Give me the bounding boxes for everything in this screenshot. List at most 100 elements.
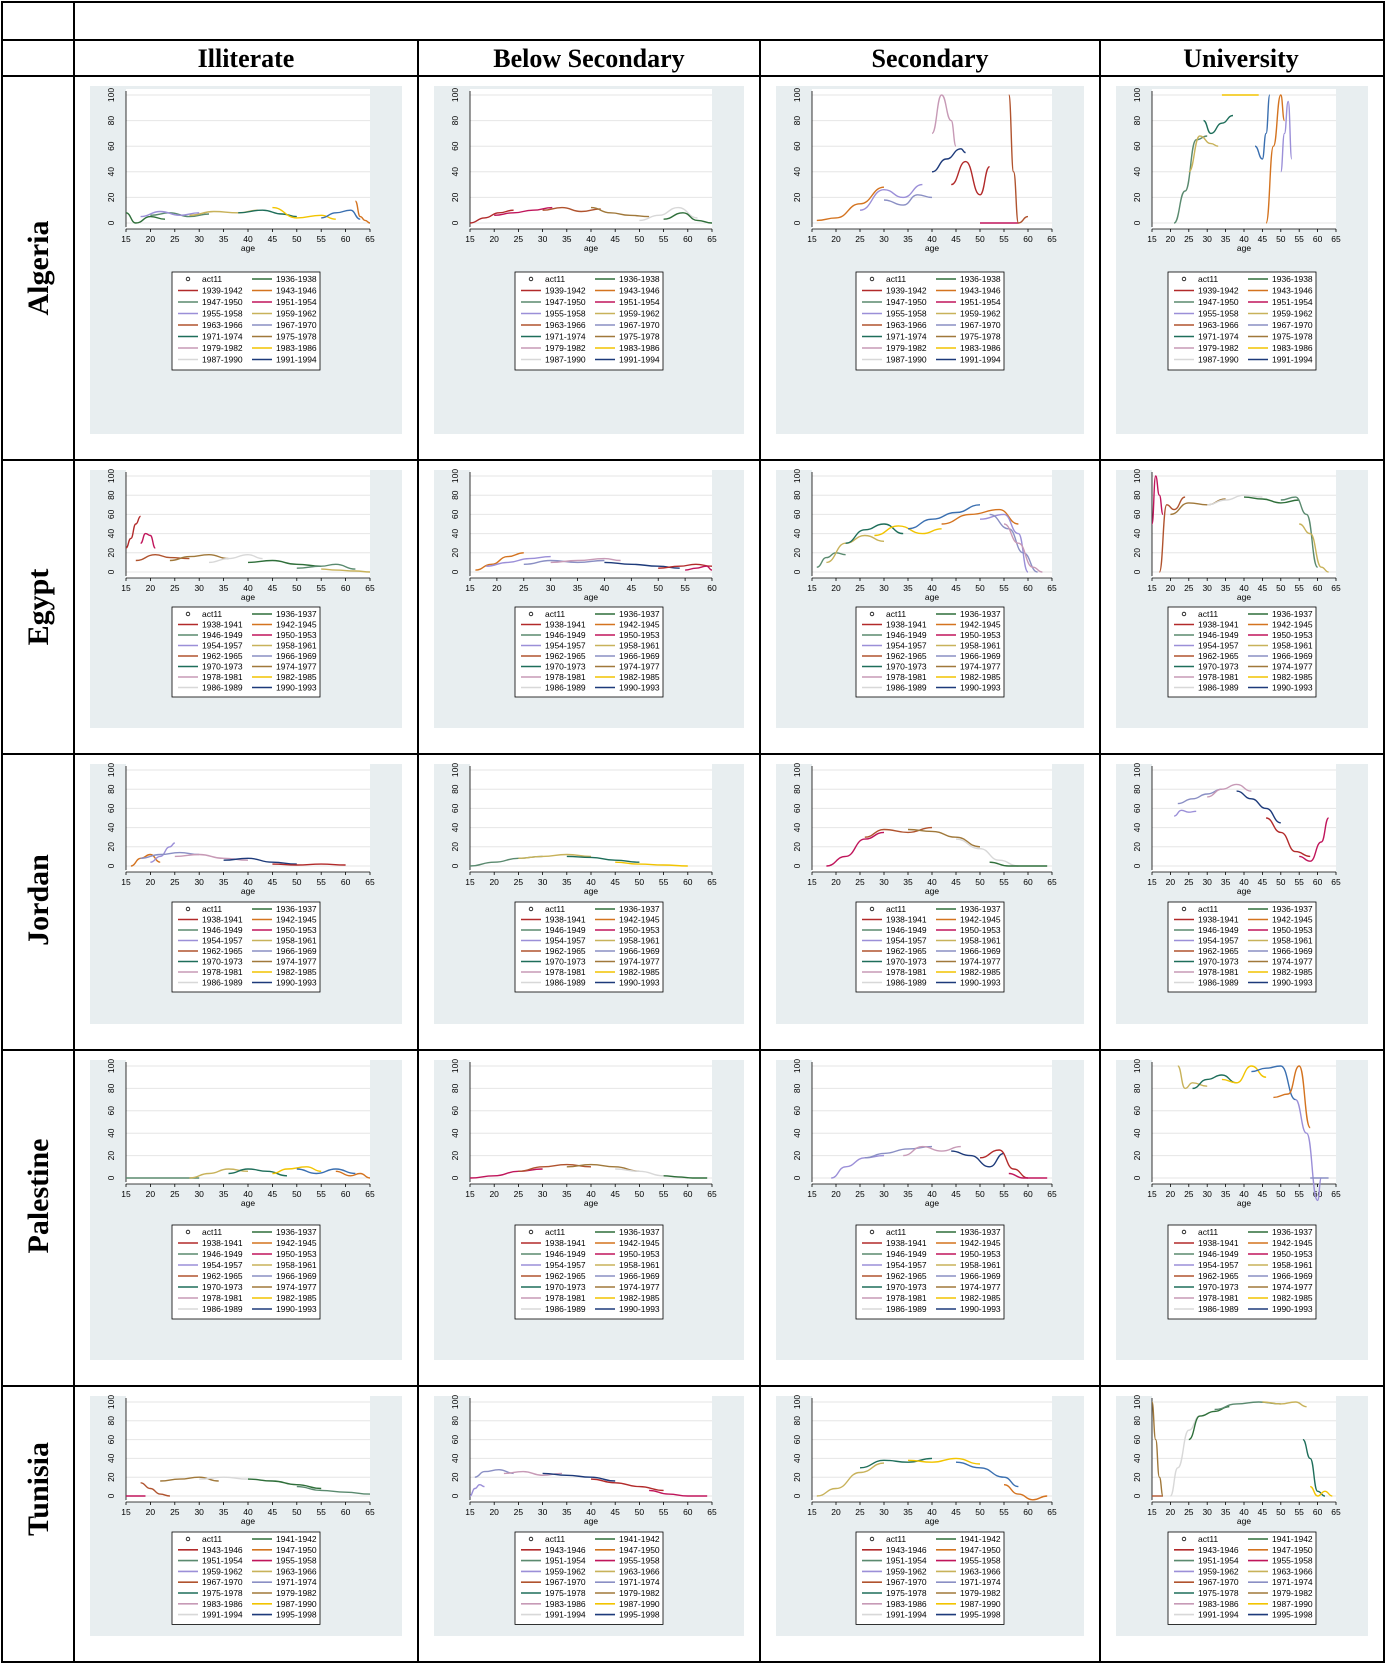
x-tick-label: 20 [1166, 877, 1176, 887]
x-axis-label: age [584, 1516, 598, 1526]
x-tick-label: 55 [1294, 1189, 1304, 1199]
legend-label: act11 [886, 1534, 906, 1544]
y-tick-label: 0 [792, 1493, 802, 1498]
y-tick-label: 100 [450, 88, 460, 102]
legend-label: 1979-1982 [886, 343, 927, 353]
y-tick-label: 0 [792, 863, 802, 868]
x-tick-label: 25 [1184, 234, 1194, 244]
legend-label: 1938-1941 [886, 620, 927, 630]
y-tick-label: 20 [450, 1151, 460, 1161]
y-tick-label: 40 [792, 529, 802, 539]
plot-area [812, 1396, 1052, 1502]
legend-label: 1946-1949 [1198, 1249, 1239, 1259]
series-line [1299, 817, 1330, 862]
legend-label: 1990-1993 [1272, 978, 1313, 988]
x-tick-label: 40 [586, 1507, 596, 1517]
series-line [951, 1150, 1005, 1168]
x-tick-label: 55 [999, 1189, 1009, 1199]
x-tick-label: 15 [121, 1189, 131, 1199]
series-line [663, 212, 713, 224]
legend-marker [528, 1229, 534, 1235]
row-label-tunisia: Tunisia [22, 1442, 55, 1536]
legend-label: 1982-1985 [276, 1293, 317, 1303]
x-tick-label: 60 [1023, 234, 1033, 244]
series-line [1003, 523, 1043, 573]
legend-label: 1983-1986 [202, 1599, 243, 1609]
legend-label: 1982-1985 [619, 967, 660, 977]
legend-label: 1986-1989 [1198, 978, 1239, 988]
x-tick-label: 30 [1202, 1507, 1212, 1517]
series-line [931, 148, 966, 173]
legend-label: 1986-1989 [545, 1304, 586, 1314]
legend-label: 1995-1998 [619, 1610, 660, 1620]
x-tick-label: 15 [121, 583, 131, 593]
x-tick-label: 35 [219, 1507, 229, 1517]
y-tick-label: 80 [106, 1416, 116, 1426]
legend-label: 1954-1957 [202, 1260, 243, 1270]
x-tick-label: 60 [1313, 583, 1323, 593]
x-tick-label: 45 [951, 877, 961, 887]
y-tick-label: 100 [792, 88, 802, 102]
legend-label: 1978-1981 [886, 967, 927, 977]
legend-label: 1967-1970 [619, 320, 660, 330]
legend-marker [185, 1536, 191, 1542]
x-tick-label: 60 [683, 877, 693, 887]
x-tick-label: 30 [194, 1189, 204, 1199]
plot-area [1152, 89, 1336, 229]
legend-label: 1954-1957 [1198, 641, 1239, 651]
legend-label: 1947-1950 [886, 297, 927, 307]
series-line [354, 200, 371, 224]
legend-label: 1950-1953 [1272, 630, 1313, 640]
x-tick-label: 30 [538, 1189, 548, 1199]
legend-label: 1966-1969 [1272, 651, 1313, 661]
x-tick-label: 65 [1331, 1189, 1341, 1199]
y-tick-label: 80 [792, 116, 802, 126]
series-line [1008, 94, 1029, 224]
x-tick-label: 55 [316, 1189, 326, 1199]
legend-label: 1966-1969 [619, 946, 660, 956]
legend-marker [528, 906, 534, 912]
legend-label: 1936-1937 [276, 1227, 317, 1237]
legend-marker [528, 611, 534, 617]
legend-label: 1991-1994 [1272, 355, 1313, 365]
legend-label: 1951-1954 [1198, 1556, 1239, 1566]
legend-label: 1955-1958 [1198, 309, 1239, 319]
series-line [1008, 1172, 1048, 1179]
legend-label: 1947-1950 [960, 1545, 1001, 1555]
x-tick-label: 65 [365, 234, 375, 244]
legend-label: act11 [545, 1534, 565, 1544]
x-tick-label: 40 [243, 234, 253, 244]
legend-label: 1936-1938 [1272, 274, 1313, 284]
x-tick-label: 60 [1023, 1189, 1033, 1199]
legend-label: 1966-1969 [276, 1271, 317, 1281]
x-tick-label: 20 [831, 234, 841, 244]
x-tick-label: 40 [243, 583, 253, 593]
x-tick-label: 30 [194, 234, 204, 244]
y-tick-label: 100 [106, 88, 116, 102]
row-labels: Algeria Egypt Jordan Palestine Tunisia [22, 221, 55, 1536]
y-tick-label: 0 [106, 220, 116, 225]
x-tick-label: 60 [341, 583, 351, 593]
x-tick-label: 15 [807, 1507, 817, 1517]
y-tick-label: 60 [450, 141, 460, 151]
legend-label: 1970-1973 [202, 662, 243, 672]
legend-label: 1942-1945 [619, 915, 660, 925]
series-line [494, 206, 553, 216]
legend-label: 1987-1990 [886, 355, 927, 365]
x-tick-label: 65 [1047, 1507, 1057, 1517]
legend-label: 1947-1950 [202, 297, 243, 307]
legend-label: 1941-1942 [276, 1534, 317, 1544]
y-tick-label: 20 [792, 1472, 802, 1482]
plot-area [1152, 764, 1336, 872]
legend-marker [1181, 906, 1187, 912]
y-tick-label: 40 [792, 167, 802, 177]
legend-label: 1991-1994 [276, 355, 317, 365]
series-line [903, 1145, 961, 1157]
legend-label: 1962-1965 [202, 651, 243, 661]
x-tick-label: 20 [146, 877, 156, 887]
legend-label: 1986-1989 [1198, 1304, 1239, 1314]
y-tick-label: 20 [792, 842, 802, 852]
series-line [1309, 1485, 1333, 1497]
legend-label: 1939-1942 [202, 286, 243, 296]
legend-label: 1986-1989 [886, 683, 927, 693]
